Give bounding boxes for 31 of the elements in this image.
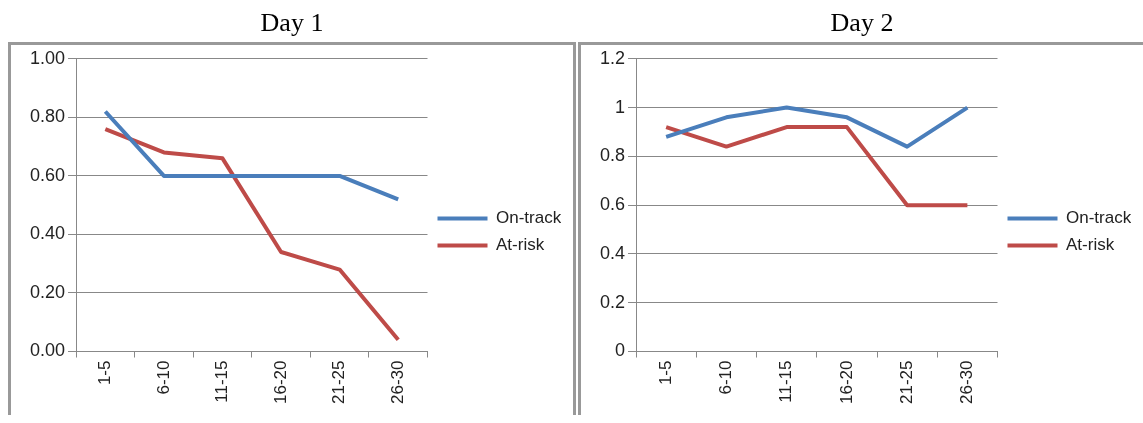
- legend-label: On-track: [1066, 208, 1132, 228]
- chart-title: Day 2: [829, 8, 895, 39]
- y-tick-label: 0.8: [599, 145, 626, 166]
- y-tick-label: 0.40: [29, 223, 66, 244]
- legend-label: At-risk: [1066, 235, 1115, 255]
- legend-label: On-track: [496, 208, 562, 228]
- y-tick-label: 0: [615, 340, 626, 361]
- y-tick-label: 0.6: [599, 194, 626, 215]
- y-tick-label: 1.2: [599, 47, 626, 68]
- y-tick-label: 0.4: [599, 242, 626, 263]
- x-tick-label: 6-10: [153, 360, 173, 395]
- x-tick-label: 26-30: [957, 360, 977, 404]
- legend-label: At-risk: [496, 235, 545, 255]
- y-tick-label: 0.20: [29, 281, 66, 302]
- chart-title: Day 1: [259, 8, 325, 39]
- x-tick-label: 21-25: [329, 360, 349, 404]
- x-tick-label: 1-5: [95, 360, 115, 386]
- x-tick-label: 11-15: [776, 360, 796, 403]
- x-tick-label: 11-15: [212, 360, 232, 403]
- x-tick-label: 26-30: [387, 360, 407, 404]
- x-tick-label: 1-5: [655, 360, 675, 386]
- y-tick-label: 0.60: [29, 164, 66, 185]
- x-tick-label: 21-25: [896, 360, 916, 404]
- y-tick-label: 1: [615, 96, 626, 117]
- y-tick-label: 1.00: [29, 47, 66, 68]
- x-tick-label: 16-20: [270, 360, 290, 404]
- x-tick-label: 6-10: [716, 360, 736, 395]
- y-tick-label: 0.80: [29, 106, 66, 127]
- y-tick-label: 0.00: [29, 340, 66, 361]
- y-tick-label: 0.2: [599, 291, 626, 312]
- x-tick-label: 16-20: [836, 360, 856, 404]
